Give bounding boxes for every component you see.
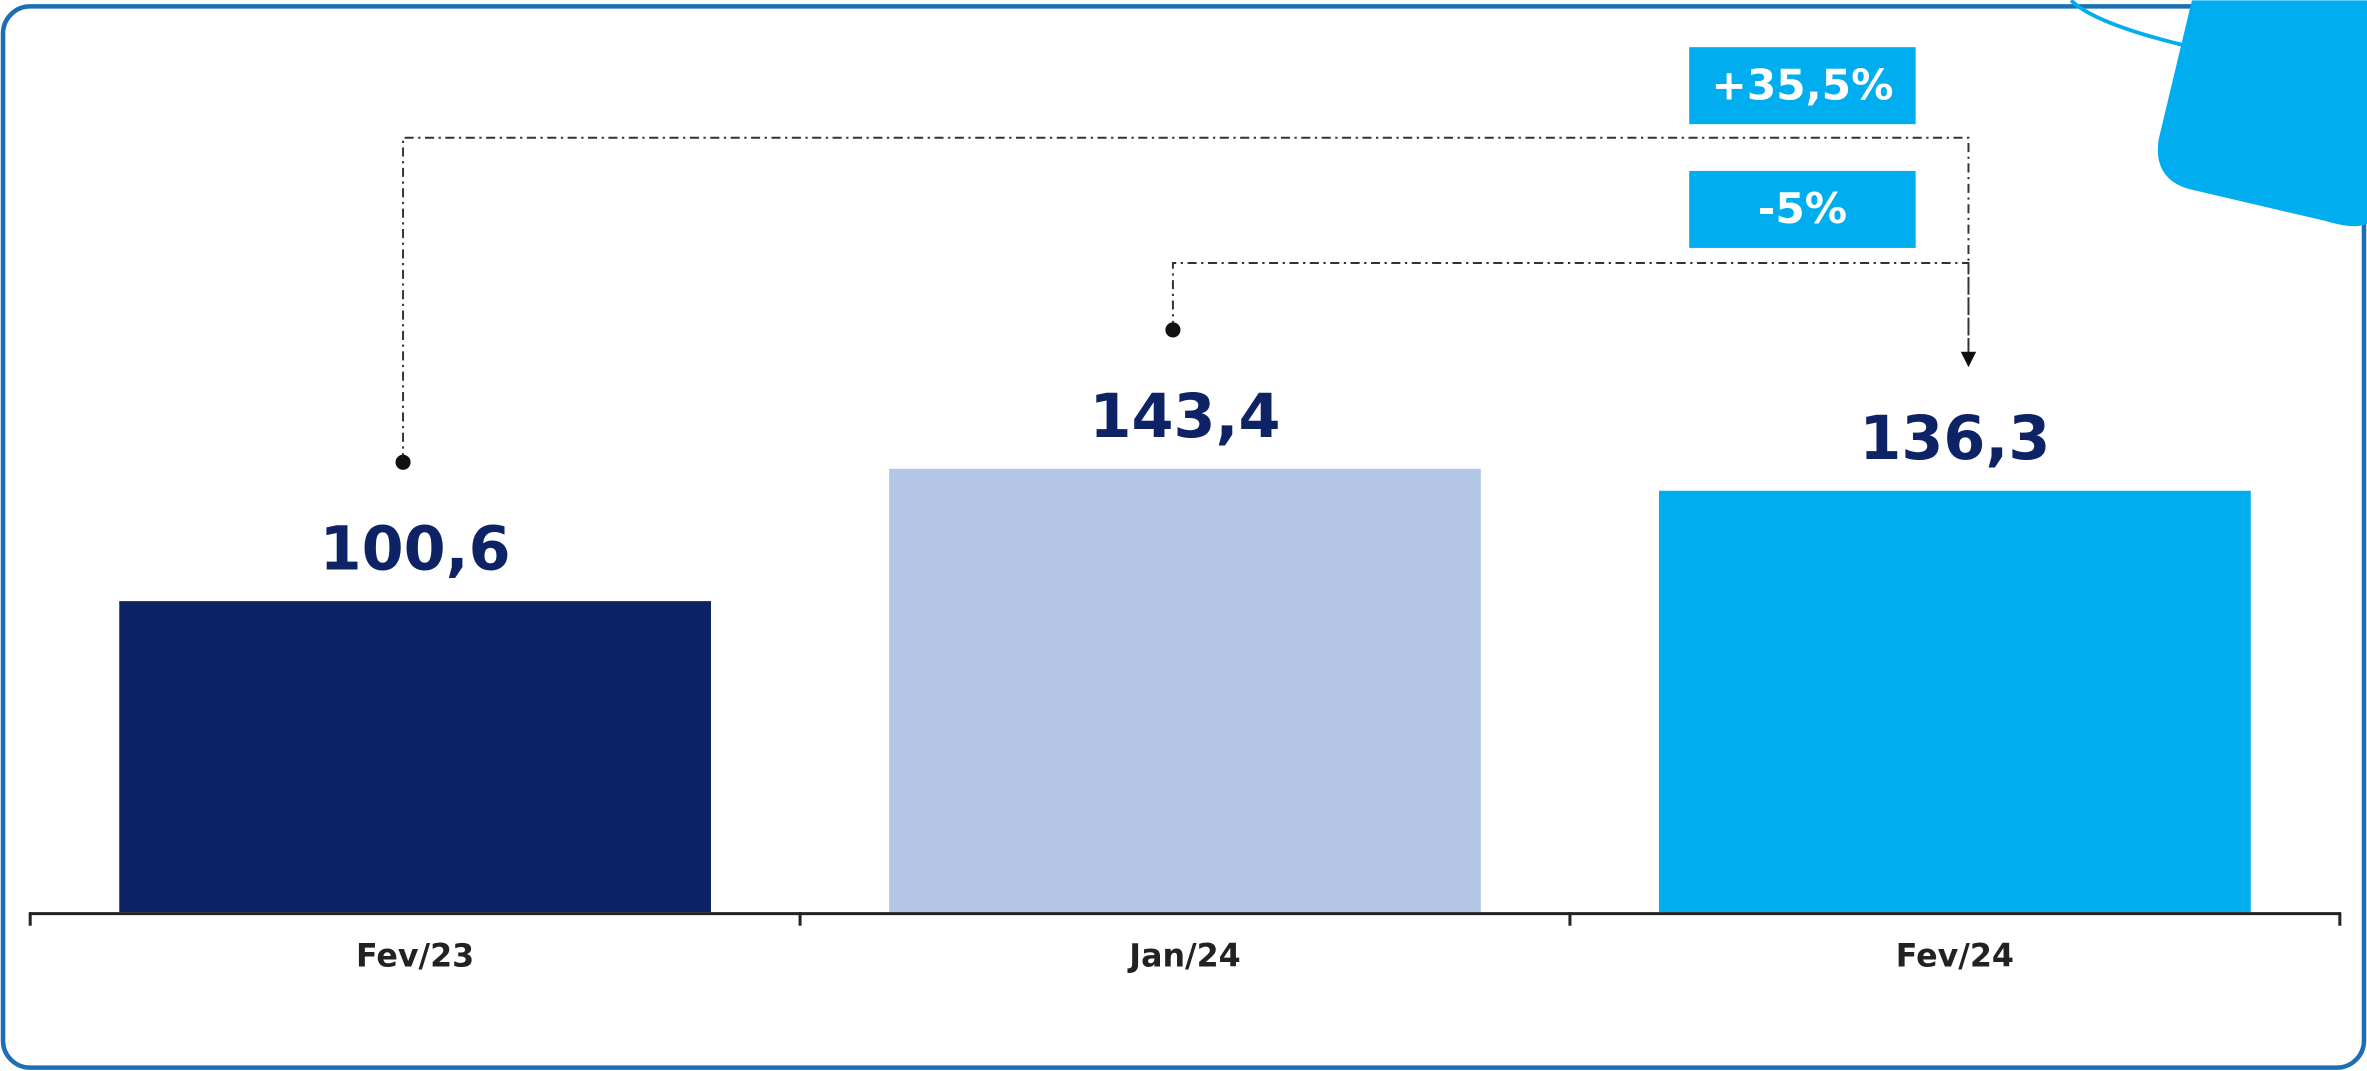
annotation-box [1689,170,1916,248]
x-tick-label: Fev/23 [356,938,474,974]
value-label: 100,6 [320,514,511,584]
connector [402,136,1970,463]
annotation-label: +35,5% [1711,60,1893,109]
corner-decoration [2157,0,2367,227]
annotation-box [1689,47,1916,125]
connector-arrow [1960,351,1977,367]
connector-start [1165,322,1181,338]
annotation-label: -5% [1758,184,1847,233]
value-label: 136,3 [1859,404,2050,474]
bar [119,601,712,913]
bar [889,468,1481,913]
connector-start [395,454,411,470]
value-label: 143,4 [1090,382,1281,452]
x-tick-label: Jan/24 [1127,938,1240,974]
bar [1659,490,2251,913]
x-tick-label: Fev/24 [1896,938,2014,974]
